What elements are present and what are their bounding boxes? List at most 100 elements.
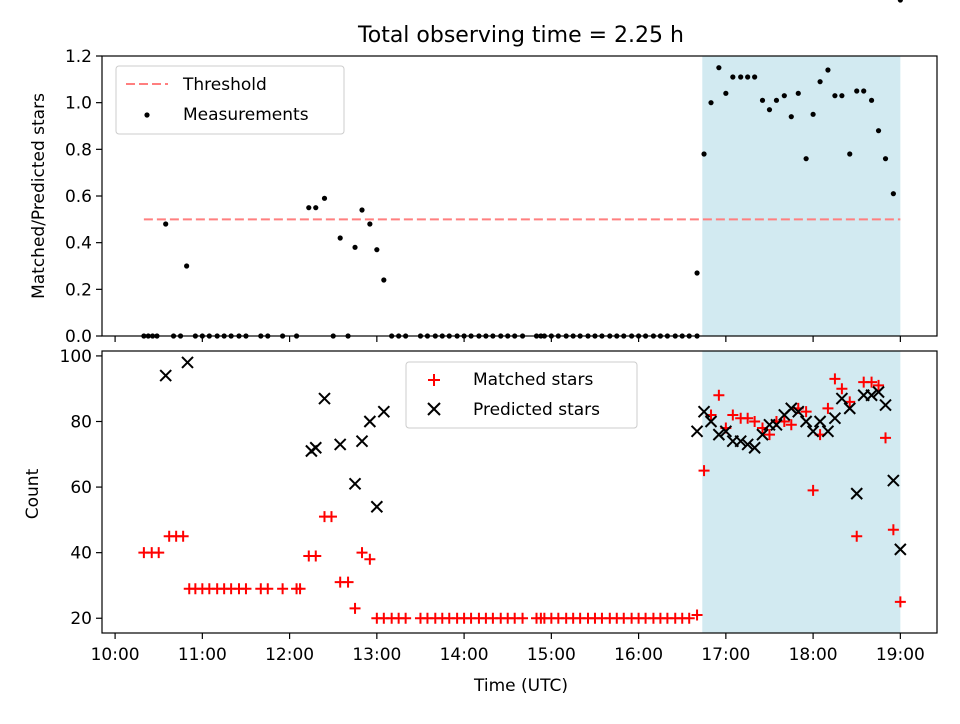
matched-star-point [829,373,841,385]
measurement-point [701,151,707,157]
measurements-legend-label: Measurements [183,105,309,125]
top-legend-box [115,65,345,135]
bottom-y-tick-label: 80 [70,413,92,433]
measurement-point [825,67,831,73]
measurement-point [788,114,794,120]
matched-star-point [177,530,189,542]
matched-star-point [713,389,725,401]
bottom-x-axis: 10:00 11:00 12:00 13:00 14:00 15:00 16:00 17:00… [91,633,925,665]
predicted-star-point [309,441,322,454]
bottom-x-tick-label: 10:00 [91,645,140,665]
predicted-star-point [159,369,172,382]
predicted-star-point [865,389,878,402]
measurement-point [890,191,896,197]
matched-star-point [873,379,885,391]
predicted-star-point [894,543,907,556]
measurement-point [810,111,816,117]
predicted-star-point [748,441,761,454]
matched-star-point [698,465,710,477]
matched-star-point [785,419,797,431]
predicted-star-point [363,415,377,428]
measurement-point [352,244,358,250]
measurement-point [708,100,714,106]
matched-star-point [153,547,165,559]
bottom-y-label: Count [23,468,43,519]
matched-star-point [807,484,819,496]
matched-star-point [742,412,754,424]
measurement-point [882,156,889,162]
predicted-star-point [806,425,820,438]
measurement-point [738,74,744,80]
measurement-point [847,151,853,157]
measurement-point [875,128,882,134]
top-y-tick-label: 1.0 [65,94,92,114]
predicted-star-point [770,418,783,431]
predicted-star-point [719,425,733,438]
matched-legend-marker [428,374,440,386]
bottom-plot-frame [101,350,938,634]
measurement-point [861,88,867,94]
bottom-x-tick-label: 12:00 [265,645,314,665]
matched-star-point [800,406,812,418]
predicted-star-point [370,500,384,513]
top-y-tick-label: 1.2 [65,47,92,67]
matched-star-point [240,583,252,595]
measurements-legend-marker [144,112,150,118]
measurement-point [723,90,729,96]
predicted-star-point [785,402,798,415]
measurement-point [337,235,343,241]
measurement-point [795,90,801,96]
measurement-point [716,65,722,71]
bottom-panel: 20 40 60 80 100 10:00 11:00 12:00 13:00 14:00 15:… [23,347,938,696]
bottom-y-axis: 20 40 60 80 100 [60,347,102,629]
predicted-star-point [318,392,331,405]
matched-star-point [749,416,761,427]
predicted-star-point [799,415,813,428]
predicted-star-point [704,415,718,428]
predicted-stars-points [159,356,907,556]
matched-star-point [880,432,892,444]
matched-star-point [851,530,863,542]
predicted-star-point [821,425,835,438]
bottom-x-tick-label: 18:00 [789,645,838,665]
measurement-point [803,156,809,162]
top-highlight-span [702,56,901,336]
predicted-star-point [734,434,747,448]
matched-star-point [294,583,306,595]
top-panel: 0.0 0.2 0.4 0.6 0.8 1.0 1.2 Matched/Predicted … [29,0,938,347]
predicted-legend-label: Predicted stars [473,400,600,420]
top-y-tick-label: 0.2 [65,280,92,300]
matched-star-point [894,596,906,608]
matched-star-point [822,402,834,414]
x-axis-label: Time (UTC) [473,676,568,696]
measurement-point [184,263,190,269]
bottom-y-tick-label: 100 [60,347,92,367]
bottom-x-tick-label: 16:00 [614,645,663,665]
predicted-star-point [792,405,805,418]
threshold-legend-label: Threshold [182,75,267,95]
top-y-axis: 0.0 0.2 0.4 0.6 0.8 1.0 1.2 [65,47,102,347]
matched-star-point [342,576,354,588]
measurement-point [766,107,773,113]
predicted-star-point [813,415,827,428]
predicted-star-point [377,405,391,418]
predicted-star-point [333,438,347,451]
predicted-star-point [887,474,900,487]
matched-star-point [763,429,775,441]
matched-star-point [683,612,695,624]
predicted-star-point [828,412,842,425]
predicted-legend-marker [427,402,441,416]
top-y-tick-label: 0.8 [65,140,92,160]
top-y-tick-label: 0.4 [65,234,92,254]
top-legend: Threshold Measurements [115,65,345,135]
matched-legend-label: Matched stars [473,370,593,390]
measurement-point [817,79,823,85]
bottom-x-tick-label: 19:00 [876,645,925,665]
predicted-star-point [850,487,863,500]
predicted-star-point [181,356,194,369]
measurement-point [381,277,387,283]
matched-star-point [349,602,361,614]
predicted-star-point [741,438,754,451]
matched-star-point [866,376,878,388]
bottom-y-tick-label: 40 [70,544,92,564]
